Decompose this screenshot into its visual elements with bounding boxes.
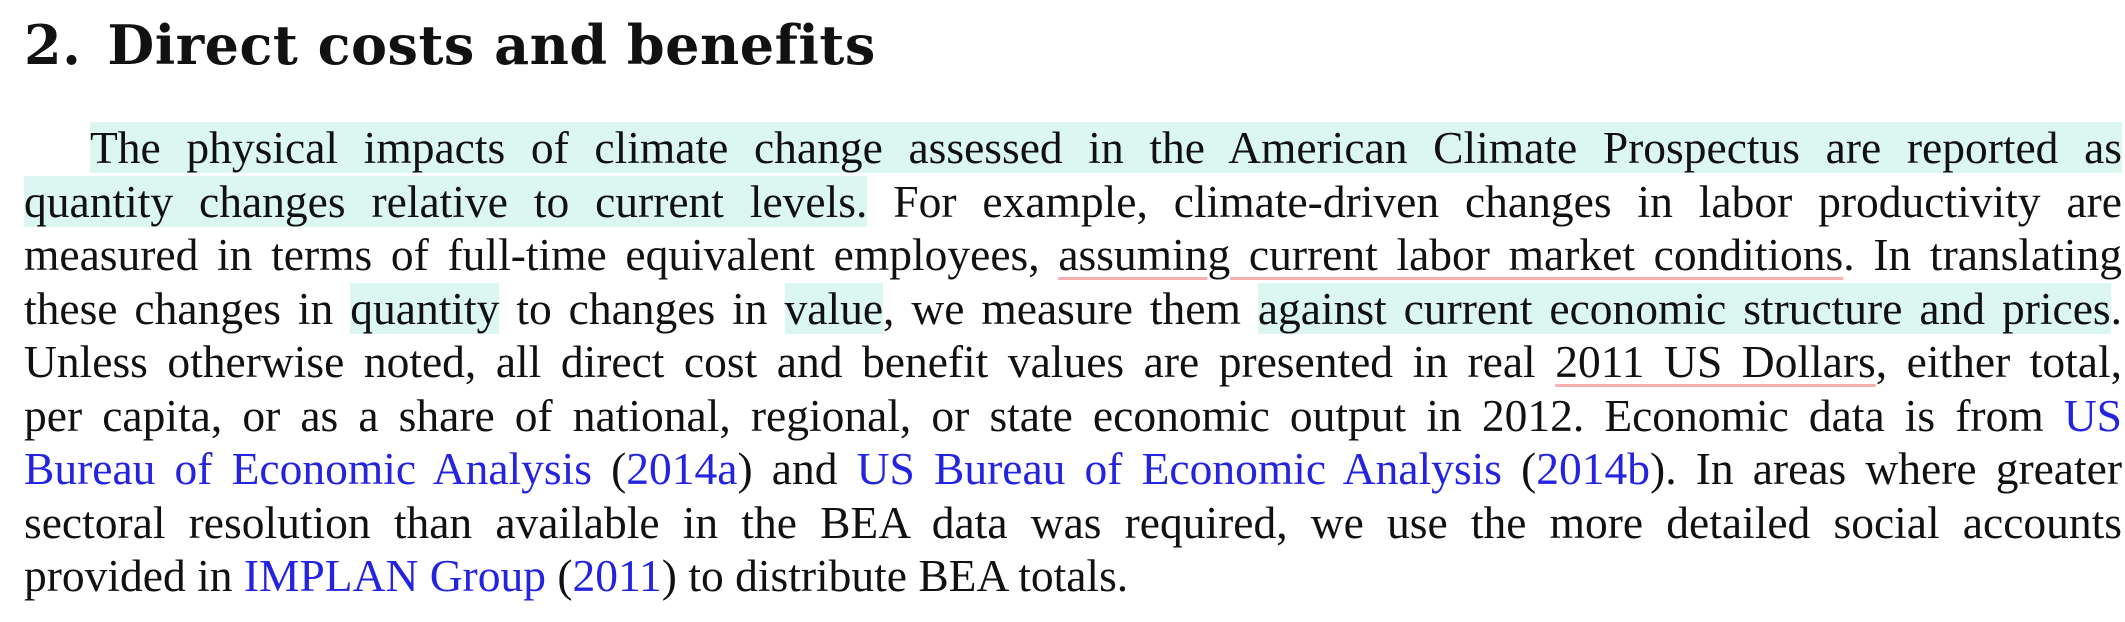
section-heading: 2. Direct costs and benefits [24, 8, 876, 82]
citation-link-2014b[interactable]: 2014b [1536, 443, 1651, 494]
paragraph-line-7: Bureau of Economic Analysis (2014a) and … [24, 442, 2122, 496]
citation-link-us-bea[interactable]: US [2063, 389, 2122, 441]
highlighted-text: against current economic structure and p… [1257, 282, 2111, 334]
citation-link-us-bea-2[interactable]: US Bureau of Economic Analysis [856, 443, 1502, 494]
line-text: ) and [737, 443, 857, 494]
line-text: Unless otherwise noted, all direct cost … [24, 336, 1556, 387]
line-text: ( [591, 443, 627, 494]
section-title: Direct costs and benefits [107, 13, 876, 77]
highlighted-text: quantity changes relative to current lev… [24, 175, 868, 227]
line-text: provided in [24, 550, 244, 601]
highlighted-text: quantity [350, 282, 500, 334]
section-number: 2. [24, 13, 82, 77]
line-text: . In translating [1843, 229, 2122, 280]
underlined-text: 2011 US Dollars [1555, 336, 1876, 387]
line-text: to changes in [499, 282, 785, 334]
line-text: ) to distribute BEA totals. [661, 550, 1129, 601]
citation-link-us-bea[interactable]: Bureau of Economic Analysis [24, 443, 592, 494]
line-text: For example, climate-driven changes in l… [867, 175, 2122, 227]
paragraph-line-9: provided in IMPLAN Group (2011) to distr… [24, 549, 2122, 603]
body-paragraph: The physical impacts of climate change a… [24, 121, 2122, 603]
line-text: per capita, or as a share of national, r… [24, 389, 2064, 441]
line-text: . [2110, 282, 2123, 334]
underlined-text: assuming current labor market conditions [1058, 229, 1844, 280]
line-text: ( [545, 550, 573, 601]
line-text: , we measure them [883, 282, 1258, 334]
line-text: measured in terms of full-time equivalen… [24, 229, 1059, 280]
paragraph-line-2: quantity changes relative to current lev… [24, 175, 2122, 229]
paragraph-line-3: measured in terms of full-time equivalen… [24, 228, 2122, 282]
citation-link-2011[interactable]: 2011 [572, 550, 662, 601]
paragraph-line-1: The physical impacts of climate change a… [24, 121, 2122, 175]
paragraph-line-5: Unless otherwise noted, all direct cost … [24, 335, 2122, 389]
highlighted-text: value [784, 282, 884, 334]
citation-link-2014a[interactable]: 2014a [626, 443, 738, 494]
citation-link-implan[interactable]: IMPLAN Group [243, 550, 546, 601]
line-text: ( [1501, 443, 1537, 494]
paragraph-line-8: sectoral resolution than available in th… [24, 496, 2122, 550]
paragraph-line-6: per capita, or as a share of national, r… [24, 389, 2122, 443]
highlighted-text: The physical impacts of climate change a… [90, 122, 2122, 173]
line-text: these changes in [24, 282, 351, 334]
line-text: sectoral resolution than available in th… [24, 496, 2122, 548]
paragraph-line-4: these changes in quantity to changes in … [24, 282, 2122, 336]
line-text: ). In areas where greater [1650, 443, 2122, 494]
line-text: , either total, [1875, 336, 2122, 387]
